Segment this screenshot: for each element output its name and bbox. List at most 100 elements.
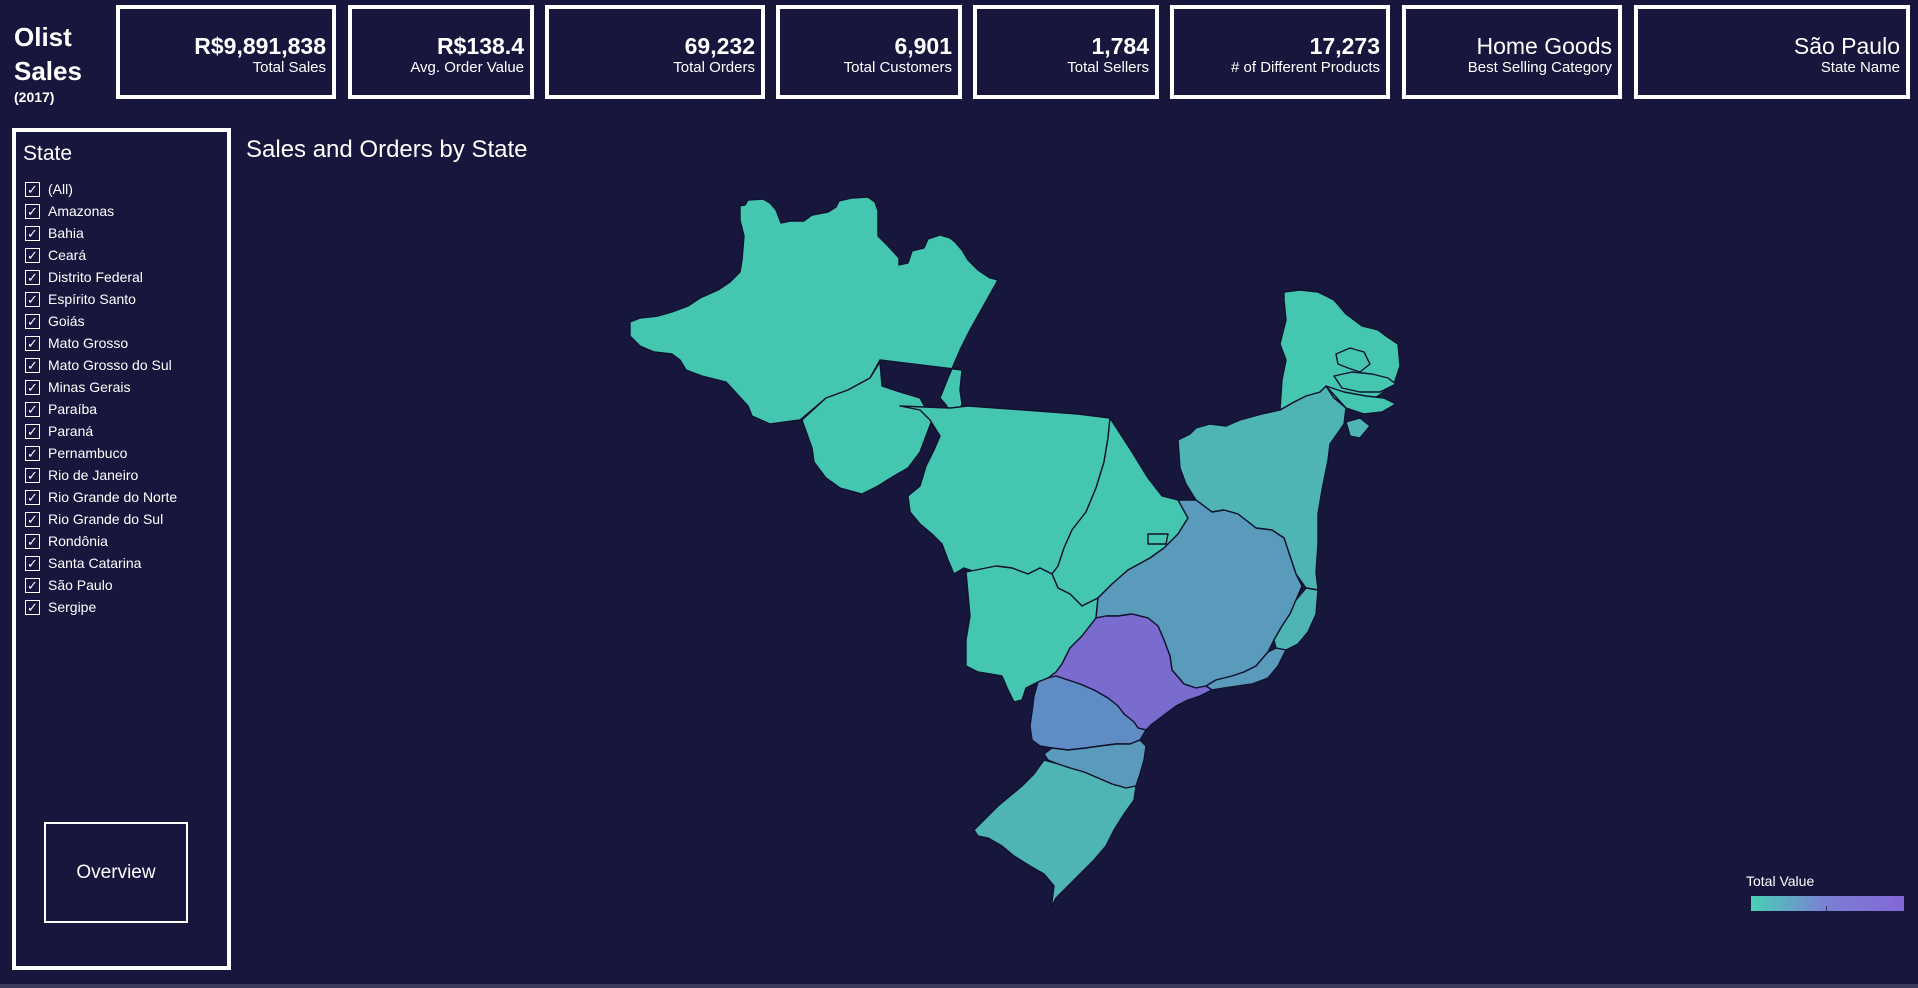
kpi-value: 6,901 — [894, 33, 952, 59]
filter-item-pernambuco[interactable]: ✓ Pernambuco — [25, 442, 177, 464]
checkbox-checked-icon[interactable]: ✓ — [25, 269, 40, 285]
filter-item-label: Paraná — [48, 423, 94, 439]
filter-item-label: Santa Catarina — [48, 555, 142, 571]
filter-item-label: Paraíba — [48, 401, 98, 417]
filter-item-label: Sergipe — [48, 599, 97, 615]
state-amazonas[interactable] — [629, 196, 999, 425]
kpi-state-name: São Paulo State Name — [1634, 5, 1910, 99]
filter-item-santa-catarina[interactable]: ✓ Santa Catarina — [25, 552, 177, 574]
filter-item-sao-paulo[interactable]: ✓ São Paulo — [25, 574, 177, 596]
state-espirito-santo[interactable] — [1273, 587, 1319, 651]
kpi-label: Total Sales — [252, 59, 326, 76]
filter-item-minas-gerais[interactable]: ✓ Minas Gerais — [25, 376, 177, 398]
filter-item-goias[interactable]: ✓ Goiás — [25, 310, 177, 332]
kpi-label: # of Different Products — [1231, 59, 1380, 76]
brand-name-line1: Olist — [14, 22, 72, 52]
kpi-total-sales: R$9,891,838 Total Sales — [116, 5, 336, 99]
state-paraiba[interactable] — [1333, 371, 1397, 393]
checkbox-checked-icon[interactable]: ✓ — [25, 423, 40, 439]
map-title: Sales and Orders by State — [246, 136, 528, 163]
filter-item-amazonas[interactable]: ✓ Amazonas — [25, 200, 177, 222]
filter-item-label: Bahia — [48, 225, 84, 241]
filter-item-ceara[interactable]: ✓ Ceará — [25, 244, 177, 266]
checkbox-checked-icon[interactable]: ✓ — [25, 489, 40, 505]
filter-item-sergipe[interactable]: ✓ Sergipe — [25, 596, 177, 618]
kpi-value: 69,232 — [684, 33, 755, 59]
state-rio-grande-do-sul[interactable] — [973, 759, 1137, 911]
kpi-avg-order-value: R$138.4 Avg. Order Value — [348, 5, 534, 99]
state-filter-panel: State ✓ (All) ✓ Amazonas ✓ Bahia ✓ Ceará ✓ Di… — [12, 128, 231, 970]
legend-title: Total Value — [1746, 873, 1815, 889]
kpi-total-orders: 69,232 Total Orders — [545, 5, 765, 99]
filter-item-parana[interactable]: ✓ Paraná — [25, 420, 177, 442]
filter-item-bahia[interactable]: ✓ Bahia — [25, 222, 177, 244]
kpi-value: São Paulo — [1793, 33, 1900, 59]
filter-item-mato-grosso[interactable]: ✓ Mato Grosso — [25, 332, 177, 354]
overview-button[interactable]: Overview — [44, 822, 188, 923]
kpi-value: R$138.4 — [437, 33, 524, 59]
checkbox-checked-icon[interactable]: ✓ — [25, 357, 40, 373]
filter-item-label: Rio Grande do Sul — [48, 511, 164, 527]
state-pernambuco[interactable] — [1325, 385, 1397, 415]
kpi-total-customers: 6,901 Total Customers — [776, 5, 962, 99]
filter-item-rio-grande-do-norte[interactable]: ✓ Rio Grande do Norte — [25, 486, 177, 508]
checkbox-checked-icon[interactable]: ✓ — [25, 181, 40, 197]
filter-title: State — [23, 142, 73, 165]
kpi-label: Total Customers — [843, 59, 952, 76]
filter-item-label: Distrito Federal — [48, 269, 143, 285]
kpi-value: 1,784 — [1091, 33, 1149, 59]
state-distrito-federal[interactable] — [1147, 533, 1169, 545]
checkbox-checked-icon[interactable]: ✓ — [25, 291, 40, 307]
kpi-total-sellers: 1,784 Total Sellers — [973, 5, 1159, 99]
filter-item-label: Mato Grosso do Sul — [48, 357, 172, 373]
color-scale-legend — [1751, 896, 1904, 911]
filter-item-label: Minas Gerais — [48, 379, 131, 395]
filter-item-label: Rio Grande do Norte — [48, 489, 178, 505]
state-sergipe[interactable] — [1345, 417, 1371, 439]
kpi-label: Avg. Order Value — [410, 59, 524, 76]
filter-item-label: Espírito Santo — [48, 291, 136, 307]
checkbox-checked-icon[interactable]: ✓ — [25, 445, 40, 461]
state-filter-list: ✓ (All) ✓ Amazonas ✓ Bahia ✓ Ceará ✓ Distrito… — [25, 178, 177, 618]
checkbox-checked-icon[interactable]: ✓ — [25, 313, 40, 329]
checkbox-checked-icon[interactable]: ✓ — [25, 379, 40, 395]
checkbox-checked-icon[interactable]: ✓ — [25, 401, 40, 417]
checkbox-checked-icon[interactable]: ✓ — [25, 247, 40, 263]
kpi-value: Home Goods — [1476, 33, 1612, 59]
state-rio-de-janeiro[interactable] — [1205, 647, 1287, 691]
filter-item-rondonia[interactable]: ✓ Rondônia — [25, 530, 177, 552]
checkbox-checked-icon[interactable]: ✓ — [25, 335, 40, 351]
filter-item-espirito-santo[interactable]: ✓ Espírito Santo — [25, 288, 177, 310]
brand-year: (2017) — [14, 89, 55, 105]
checkbox-checked-icon[interactable]: ✓ — [25, 599, 40, 615]
kpi-best-category: Home Goods Best Selling Category — [1402, 5, 1622, 99]
brand-title: Olist Sales (2017) — [14, 20, 82, 106]
state-rio-grande-do-norte[interactable] — [1335, 347, 1371, 373]
checkbox-checked-icon[interactable]: ✓ — [25, 577, 40, 593]
kpi-label: Total Orders — [673, 59, 755, 76]
filter-item-label: São Paulo — [48, 577, 113, 593]
filter-item-rio-de-janeiro[interactable]: ✓ Rio de Janeiro — [25, 464, 177, 486]
filter-item-mato-grosso-do-sul[interactable]: ✓ Mato Grosso do Sul — [25, 354, 177, 376]
checkbox-checked-icon[interactable]: ✓ — [25, 555, 40, 571]
kpi-different-products: 17,273 # of Different Products — [1170, 5, 1390, 99]
filter-item-label: Goiás — [48, 313, 85, 329]
filter-item-label: Amazonas — [48, 203, 115, 219]
filter-item-all[interactable]: ✓ (All) — [25, 178, 177, 200]
filter-item-rio-grande-do-sul[interactable]: ✓ Rio Grande do Sul — [25, 508, 177, 530]
filter-item-paraiba[interactable]: ✓ Paraíba — [25, 398, 177, 420]
state-rondonia[interactable] — [801, 361, 933, 495]
filter-item-distrito-federal[interactable]: ✓ Distrito Federal — [25, 266, 177, 288]
kpi-value: 17,273 — [1309, 33, 1380, 59]
filter-item-label: Ceará — [48, 247, 87, 263]
checkbox-checked-icon[interactable]: ✓ — [25, 203, 40, 219]
checkbox-checked-icon[interactable]: ✓ — [25, 467, 40, 483]
checkbox-checked-icon[interactable]: ✓ — [25, 225, 40, 241]
filter-item-label: Mato Grosso — [48, 335, 129, 351]
checkbox-checked-icon[interactable]: ✓ — [25, 533, 40, 549]
checkbox-checked-icon[interactable]: ✓ — [25, 511, 40, 527]
filter-item-label: Rio de Janeiro — [48, 467, 139, 483]
brand-name-line2: Sales — [14, 56, 82, 86]
filter-item-label: Rondônia — [48, 533, 108, 549]
